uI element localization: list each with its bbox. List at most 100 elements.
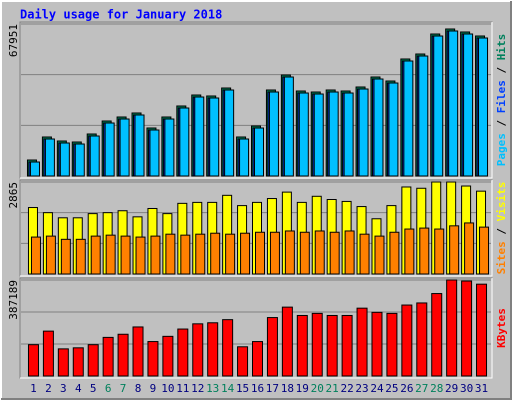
panel-highlight [20,278,493,379]
bar [464,222,475,275]
bar [359,233,370,275]
bar [162,335,174,377]
x-tick-label: 2 [45,382,52,395]
bar [42,330,54,377]
bar [283,76,294,177]
bar [374,235,385,275]
bar [329,231,340,275]
bar [373,78,384,177]
bar [195,233,206,275]
x-tick-label: 15 [236,382,249,395]
bar [266,317,278,377]
bar [419,227,430,275]
x-tick-label: 3 [60,382,67,395]
bar [479,226,490,275]
panel-highlight [20,22,493,179]
bar [371,311,383,377]
x-tick-label: 5 [90,382,97,395]
bar [434,228,445,275]
bar [87,344,99,377]
bar [164,118,175,177]
bar [240,232,251,275]
bar [343,92,354,177]
x-tick-label: 27 [415,382,428,395]
y-tick-label: 2865 [7,182,20,209]
legend: Sites / Visits [495,182,508,275]
x-tick-label: 14 [221,382,235,395]
x-tick-label: 29 [445,382,458,395]
bar [416,302,428,377]
bar [45,235,56,275]
bar [239,138,250,177]
bar [207,322,219,377]
bar [298,92,309,177]
bar [296,314,308,377]
panel-highlight [20,180,493,277]
legend: Pages / Files / Hits [495,34,508,167]
bar [57,348,69,377]
x-tick-label: 8 [135,382,142,395]
bar [418,55,429,177]
bar [29,161,40,177]
x-tick-label: 10 [161,382,174,395]
bar [117,333,129,377]
x-tick-label: 12 [191,382,204,395]
bar [90,235,101,275]
legend-entry: KBytes [495,308,508,348]
bar [254,127,264,177]
bar [269,231,280,275]
bar [461,280,473,377]
bar [431,293,443,377]
legend-entry: Sites [495,241,508,274]
x-tick-label: 1 [30,382,37,395]
bar [165,233,176,275]
bar [104,122,115,177]
bar [268,91,279,177]
bar [60,238,71,275]
y-tick-label: 387189 [7,280,20,320]
bar [255,231,265,275]
bar [147,341,159,377]
bar [328,91,339,177]
bar [478,37,489,177]
bar [105,234,116,275]
x-tick-label: 11 [176,382,189,395]
x-tick-label: 28 [430,382,443,395]
bar [299,231,310,275]
bar [404,228,415,275]
bar [102,336,114,377]
bar [225,233,236,275]
bar [44,138,55,177]
bar [222,319,234,377]
legend: KBytes [495,308,508,348]
bar [135,236,146,275]
bar [314,230,325,275]
x-tick-label: 9 [150,382,157,395]
bar [433,35,444,177]
x-tick-label: 4 [75,382,82,395]
bar [326,314,338,377]
x-tick-label: 23 [355,382,368,395]
bar [446,279,458,377]
x-tick-label: 30 [460,382,473,395]
x-tick-label: 21 [326,382,339,395]
y-tick-label: 67951 [7,24,20,57]
bar [149,129,160,177]
x-tick-label: 31 [475,382,488,395]
bar [30,236,41,275]
bar [120,235,131,275]
bar [401,304,413,377]
bar [89,135,100,177]
bar [194,96,205,177]
bar [119,118,130,177]
x-tick-label: 20 [311,382,324,395]
bar [150,235,161,275]
bar [476,283,488,377]
chart-title: Daily usage for January 2018 [20,8,222,22]
legend-separator: / [495,221,508,241]
x-tick-label: 18 [281,382,294,395]
bar [358,88,369,177]
bar [344,230,355,275]
